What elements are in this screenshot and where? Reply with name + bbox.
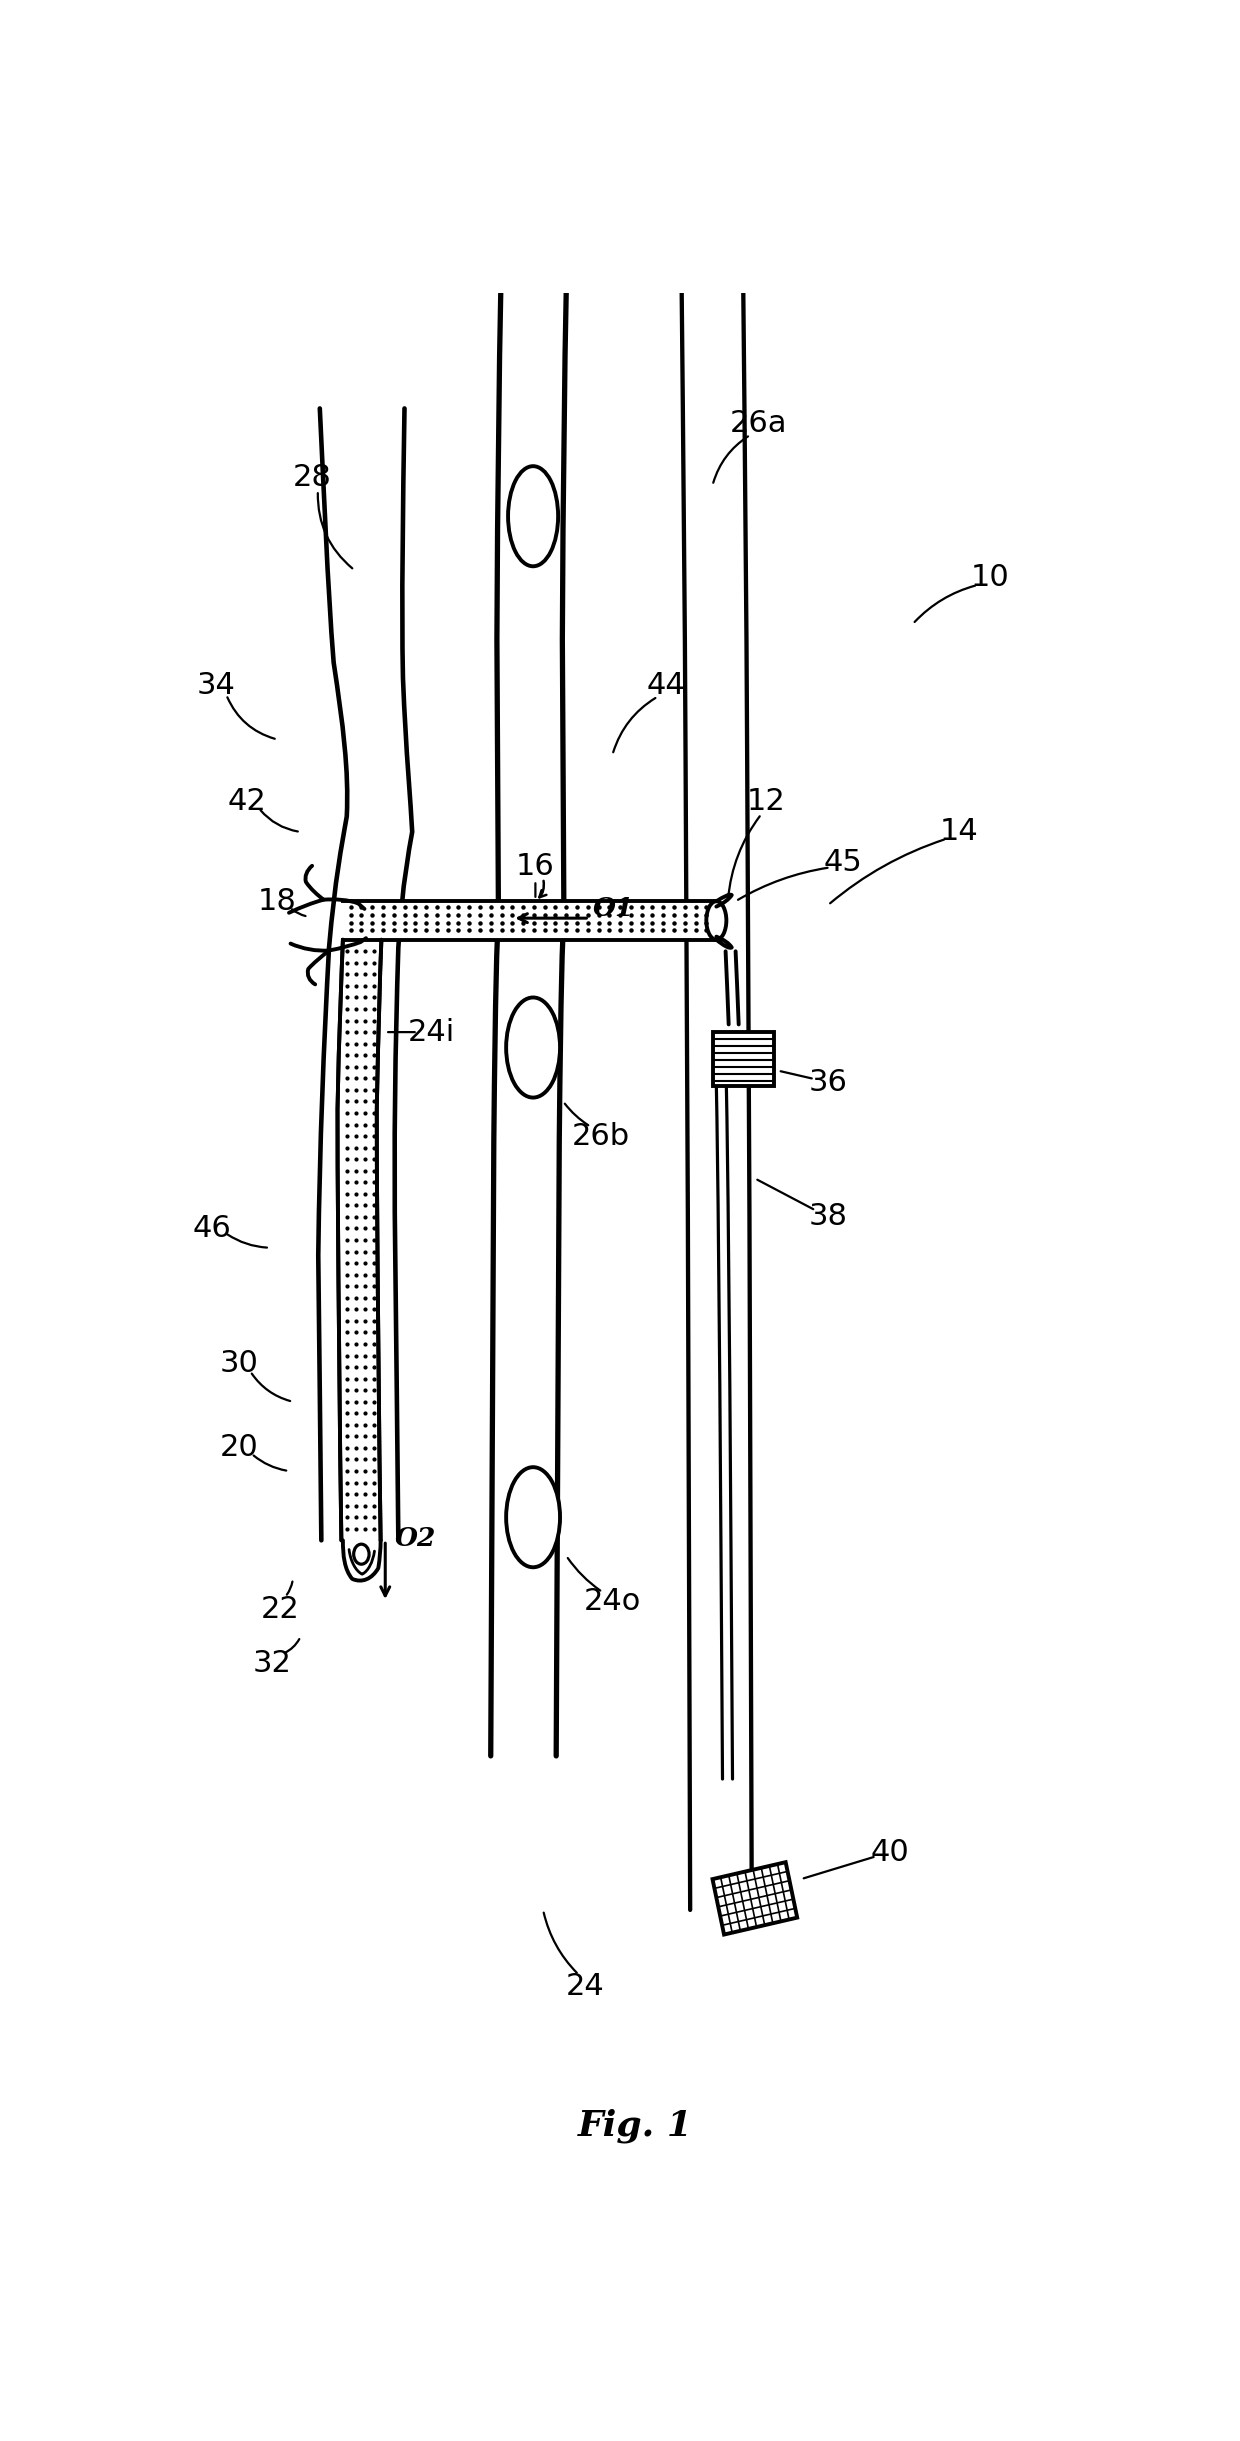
Text: 24: 24	[567, 1972, 605, 2002]
Ellipse shape	[508, 466, 558, 566]
Text: 18: 18	[258, 886, 296, 915]
Text: 30: 30	[219, 1350, 258, 1377]
Text: 40: 40	[870, 1838, 909, 1867]
Text: 36: 36	[808, 1067, 847, 1096]
Text: 34: 34	[196, 671, 236, 701]
Text: 44: 44	[647, 671, 686, 701]
Text: Fig. 1: Fig. 1	[578, 2109, 693, 2143]
Text: 24i: 24i	[408, 1018, 455, 1047]
Ellipse shape	[506, 1467, 560, 1567]
Text: 42: 42	[227, 786, 267, 815]
Text: 16: 16	[516, 852, 554, 881]
Text: 14: 14	[940, 818, 978, 847]
Text: 20: 20	[219, 1433, 258, 1462]
Text: 32: 32	[253, 1650, 291, 1677]
Text: 28: 28	[293, 464, 331, 493]
Text: 46: 46	[192, 1213, 232, 1242]
Polygon shape	[713, 1862, 797, 1936]
Text: 12: 12	[746, 786, 786, 815]
Text: 38: 38	[808, 1203, 847, 1230]
Text: O2: O2	[396, 1526, 436, 1552]
Bar	[343, 940, 382, 1540]
Ellipse shape	[353, 1545, 370, 1565]
Text: 45: 45	[825, 847, 863, 876]
Ellipse shape	[707, 901, 727, 940]
Text: 26b: 26b	[572, 1120, 630, 1150]
Text: 22: 22	[260, 1594, 299, 1623]
Text: O1: O1	[593, 896, 635, 920]
Text: 10: 10	[971, 564, 1009, 593]
Text: 24o: 24o	[584, 1587, 641, 1616]
Text: 26a: 26a	[730, 410, 787, 439]
Bar	[343, 901, 717, 940]
Ellipse shape	[506, 998, 560, 1098]
Bar	[713, 1033, 774, 1086]
